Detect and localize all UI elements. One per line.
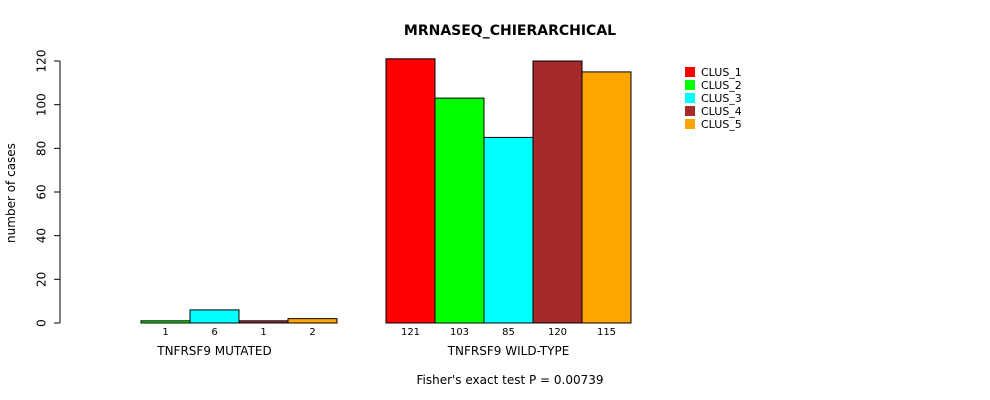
y-tick-label: 100	[35, 93, 49, 116]
bar-clus-4	[238, 320, 289, 324]
legend-entry: CLUS_2	[701, 79, 742, 92]
bar-value-label: 1	[260, 327, 266, 338]
bar-clus-2	[434, 97, 485, 324]
group-label: TNFRSF9 MUTATED	[156, 344, 271, 358]
bar-clus-3	[483, 136, 534, 324]
y-tick-label: 0	[35, 319, 49, 327]
footnote: Fisher's exact test P = 0.00739	[416, 373, 603, 387]
bars: 1 6 1 2 TNFRSF9 MUTATED 121 103 85 120 115 TNFRSF9…	[140, 58, 632, 358]
legend-swatch	[685, 106, 695, 116]
y-tick-label: 120	[35, 50, 49, 73]
bar-value-label: 115	[597, 327, 616, 338]
bar-value-label: 103	[450, 327, 469, 338]
bar-clus-4	[532, 60, 583, 324]
legend-swatch	[685, 119, 695, 129]
y-tick-label: 80	[35, 141, 49, 156]
chart-title: MRNASEQ_CHIERARCHICAL	[404, 23, 616, 39]
y-tick-label: 60	[35, 184, 49, 199]
legend-entry: CLUS_5	[701, 118, 742, 131]
y-axis: 0 20 40 60 80 100 120	[35, 50, 61, 327]
bar-clus-5	[287, 318, 338, 324]
bar-value-label: 6	[211, 327, 217, 338]
bar-clus-2	[140, 320, 191, 324]
legend-entry: CLUS_1	[701, 66, 742, 79]
legend-entry: CLUS_4	[701, 105, 742, 118]
bar-value-label: 85	[502, 327, 515, 338]
legend-swatch	[685, 80, 695, 90]
y-tick-label: 40	[35, 228, 49, 243]
bar-clus-1	[385, 58, 436, 324]
bar-clus-5	[581, 71, 632, 324]
bar-value-label: 121	[401, 327, 420, 338]
bar-value-label: 2	[309, 327, 315, 338]
y-tick-label: 20	[35, 272, 49, 287]
group-label: TNFRSF9 WILD-TYPE	[447, 344, 570, 358]
y-axis-label: number of cases	[4, 143, 18, 243]
legend-swatch	[685, 93, 695, 103]
legend-entry: CLUS_3	[701, 92, 742, 105]
legend-swatch	[685, 67, 695, 77]
bar-value-label: 120	[548, 327, 567, 338]
bar-value-label: 1	[162, 327, 168, 338]
bar-clus-3	[189, 309, 240, 324]
